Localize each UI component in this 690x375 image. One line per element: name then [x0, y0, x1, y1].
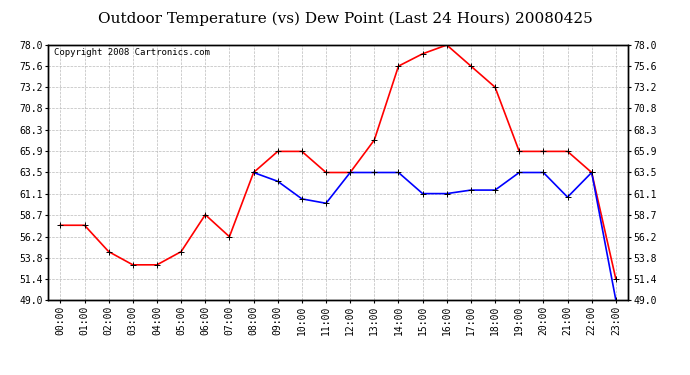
Text: Copyright 2008 Cartronics.com: Copyright 2008 Cartronics.com — [54, 48, 210, 57]
Text: Outdoor Temperature (vs) Dew Point (Last 24 Hours) 20080425: Outdoor Temperature (vs) Dew Point (Last… — [97, 11, 593, 26]
